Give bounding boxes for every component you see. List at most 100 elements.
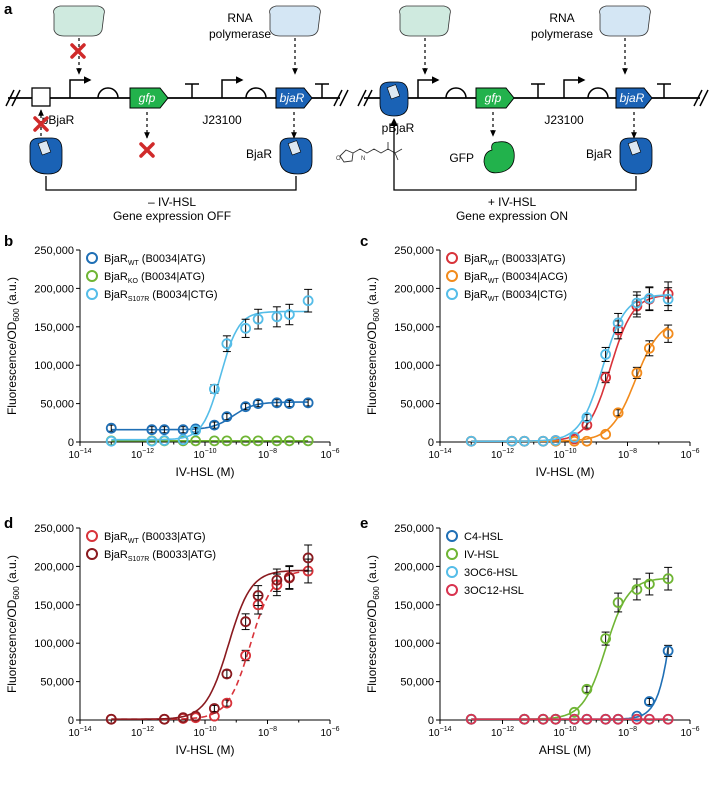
x-tick-label: 10−8 <box>618 448 637 461</box>
data-point <box>221 697 233 709</box>
y-tick-label: 100,000 <box>394 360 434 372</box>
y-tick-label: 250,000 <box>394 245 434 257</box>
x-axis-label: IV-HSL (M) <box>176 465 235 479</box>
legend-label: 3OC6-HSL <box>464 567 518 579</box>
promoter-1-on <box>417 76 440 98</box>
x-tick-label: 10−10 <box>554 448 577 461</box>
legend-name: C4-HSL <box>464 531 503 543</box>
data-point <box>631 367 643 379</box>
legend-subscript: S107R <box>128 296 149 303</box>
data-point <box>581 435 593 447</box>
x-axis-label: IV-HSL (M) <box>536 465 595 479</box>
x-tick-exponent: −6 <box>332 448 340 455</box>
data-point <box>662 293 674 305</box>
bjar-pocket-left-off <box>37 140 52 156</box>
legend-marker <box>446 270 458 282</box>
data-point <box>271 435 283 447</box>
bjar-gene-on <box>615 87 653 109</box>
chart-panel-d: d050,000100,000150,000200,000250,00010−1… <box>4 515 340 757</box>
legend-name: BjaR <box>464 271 488 283</box>
x-tick-base: 10 <box>618 728 630 739</box>
x-tick-exponent: −12 <box>502 448 514 455</box>
x-tick-label: 10−10 <box>194 726 217 739</box>
x-tick-exponent: −14 <box>440 726 452 733</box>
data-point <box>662 713 674 725</box>
data-point <box>465 713 477 725</box>
gfp-protein-on <box>483 141 515 174</box>
data-point <box>190 710 202 722</box>
legend-name: 3OC12-HSL <box>464 585 524 597</box>
data-point <box>506 435 518 447</box>
promoter-2-off <box>221 76 244 98</box>
legend-subscript: WT <box>488 296 500 303</box>
y-axis-label-main: Fluorescence/OD <box>5 599 19 693</box>
bound-bjar-on <box>379 81 409 117</box>
fit-curve <box>471 294 669 442</box>
legend-label: BjaRWT (B0033|ATG) <box>464 253 566 267</box>
rbs-1-off <box>97 87 119 99</box>
state-label-on: Gene expression ON <box>456 209 568 223</box>
legend-suffix: (B0034|ATG) <box>138 271 205 283</box>
data-point <box>600 713 612 725</box>
data-point <box>643 713 655 725</box>
y-tick-label: 100,000 <box>394 638 434 650</box>
data-point <box>283 572 295 584</box>
data-point <box>190 425 202 436</box>
gfp-gene-off <box>129 87 169 109</box>
data-point <box>568 713 580 725</box>
legend-name: IV-HSL <box>464 549 499 561</box>
data-point <box>158 435 170 446</box>
x-tick-exponent: −14 <box>440 448 452 455</box>
legend-subscript: S107R <box>128 556 149 563</box>
data-point <box>581 683 593 695</box>
panel-label: e <box>360 515 368 532</box>
y-tick-label: 100,000 <box>34 638 74 650</box>
fit-curve <box>471 647 669 720</box>
y-axis-label-unit: (a.u.) <box>5 277 19 308</box>
legend-suffix: (B0034|ACG) <box>499 271 568 283</box>
no-binding-icon <box>33 116 49 132</box>
data-point <box>221 435 233 447</box>
data-point <box>177 712 189 724</box>
data-point <box>631 584 643 595</box>
panel-label: d <box>4 515 13 532</box>
rna-polymerase-2-on <box>599 5 651 37</box>
legend-subscript: WT <box>128 260 140 267</box>
legend-label: 3OC12-HSL <box>464 585 524 597</box>
data-point <box>105 422 117 434</box>
data-point <box>177 424 189 436</box>
legend-marker <box>86 548 98 560</box>
x-tick-base: 10 <box>69 450 81 461</box>
data-point <box>518 713 530 725</box>
data-point <box>221 668 233 680</box>
legend-marker <box>446 530 458 542</box>
legend-suffix: (B0033|ATG) <box>499 253 566 265</box>
y-axis-label: Fluorescence/OD600 (a.u.) <box>365 277 381 415</box>
y-axis-label-subscript: 600 <box>12 586 21 600</box>
y-tick-label: 50,000 <box>400 399 434 411</box>
x-tick-exponent: −8 <box>269 448 277 455</box>
data-point <box>550 435 562 446</box>
bjar-protein-label-on: BjaR <box>586 147 612 161</box>
svg-text:O: O <box>336 156 341 162</box>
y-tick-label: 50,000 <box>40 677 74 689</box>
x-tick-base: 10 <box>680 450 692 461</box>
data-point <box>252 398 264 410</box>
x-tick-base: 10 <box>680 728 692 739</box>
x-tick-exponent: −6 <box>692 726 700 733</box>
promoter-1-label-off: pBjaR <box>42 113 75 127</box>
legend-label: C4-HSL <box>464 531 503 543</box>
x-tick-label: 10−14 <box>429 726 452 739</box>
legend-name: BjaR <box>104 289 128 301</box>
data-point <box>631 710 643 722</box>
gfp-gene-label-on: gfp <box>485 91 502 105</box>
legend-label: BjaRS107R (B0033|ATG) <box>104 549 216 563</box>
data-point <box>240 435 252 447</box>
terminator-1-on <box>531 83 545 98</box>
svg-text:N: N <box>361 156 365 162</box>
fit-curve <box>111 569 309 720</box>
x-tick-label: 10−12 <box>131 726 154 739</box>
y-tick-label: 100,000 <box>34 360 74 372</box>
data-point <box>177 434 189 446</box>
